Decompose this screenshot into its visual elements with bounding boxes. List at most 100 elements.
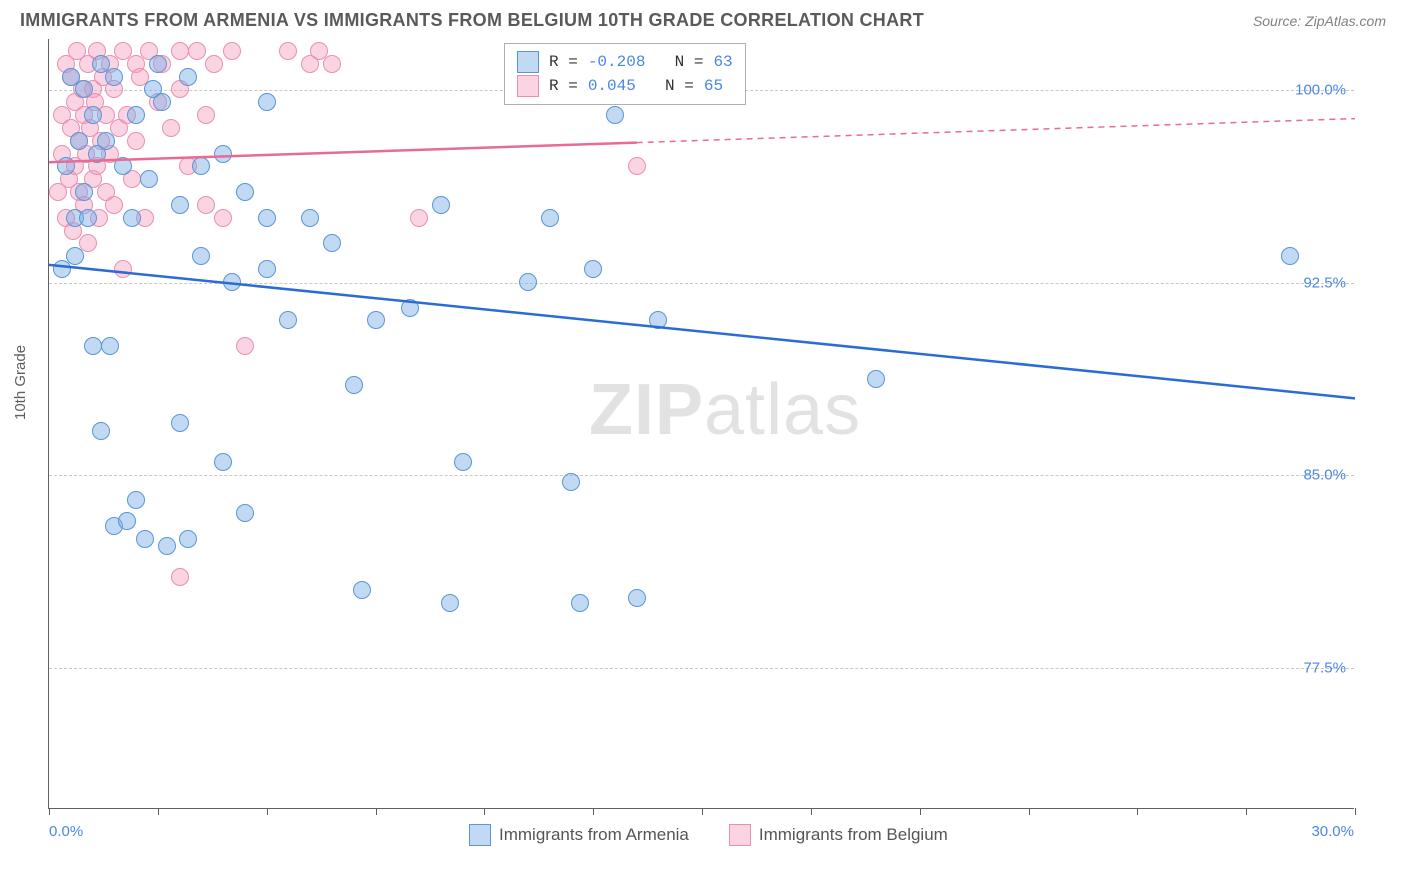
legend-swatch	[517, 75, 539, 97]
data-point	[541, 209, 559, 227]
data-point	[214, 209, 232, 227]
data-point	[84, 106, 102, 124]
data-point	[1281, 247, 1299, 265]
data-point	[223, 42, 241, 60]
x-tick	[1029, 808, 1030, 815]
stat-n-value: 63	[713, 50, 732, 74]
data-point	[70, 132, 88, 150]
data-point	[279, 42, 297, 60]
data-point	[562, 473, 580, 491]
data-point	[606, 106, 624, 124]
data-point	[140, 170, 158, 188]
scatter-plot: 77.5% 85.0% 92.5% 100.0% ZIPatlas R = -0.208 …	[48, 39, 1354, 809]
data-point	[197, 196, 215, 214]
data-point	[149, 55, 167, 73]
legend-item: Immigrants from Belgium	[729, 824, 948, 846]
data-point	[179, 530, 197, 548]
x-tick	[811, 808, 812, 815]
data-point	[323, 55, 341, 73]
data-point	[118, 512, 136, 530]
stat-r-value: -0.208	[588, 50, 646, 74]
legend-label: Immigrants from Armenia	[499, 825, 689, 845]
data-point	[75, 80, 93, 98]
data-point	[114, 260, 132, 278]
data-point	[519, 273, 537, 291]
data-point	[410, 209, 428, 227]
data-point	[628, 589, 646, 607]
data-point	[258, 209, 276, 227]
watermark: ZIPatlas	[589, 369, 861, 451]
data-point	[192, 247, 210, 265]
legend-label: Immigrants from Belgium	[759, 825, 948, 845]
stat-r-label: R =	[549, 50, 578, 74]
data-point	[171, 42, 189, 60]
data-point	[223, 273, 241, 291]
data-point	[97, 132, 115, 150]
data-point	[367, 311, 385, 329]
legend-item: Immigrants from Armenia	[469, 824, 689, 846]
legend-swatch	[469, 824, 491, 846]
legend-swatch	[517, 51, 539, 73]
bottom-legend: Immigrants from Armenia Immigrants from B…	[469, 824, 948, 846]
stat-r-value: 0.045	[588, 74, 636, 98]
data-point	[432, 196, 450, 214]
data-point	[105, 196, 123, 214]
data-point	[127, 132, 145, 150]
gridline	[49, 668, 1354, 669]
data-point	[179, 68, 197, 86]
y-tick-label: 100.0%	[1295, 82, 1346, 99]
data-point	[192, 157, 210, 175]
data-point	[158, 537, 176, 555]
data-point	[454, 453, 472, 471]
stat-n-value: 65	[704, 74, 723, 98]
x-tick	[376, 808, 377, 815]
chart-title: IMMIGRANTS FROM ARMENIA VS IMMIGRANTS FR…	[20, 10, 924, 31]
x-tick	[593, 808, 594, 815]
gridline	[49, 475, 1354, 476]
y-tick-label: 85.0%	[1303, 467, 1346, 484]
stat-n-label: N =	[655, 50, 703, 74]
data-point	[197, 106, 215, 124]
data-point	[236, 504, 254, 522]
data-point	[323, 234, 341, 252]
data-point	[345, 376, 363, 394]
stat-r-label: R =	[549, 74, 578, 98]
x-tick	[1355, 808, 1356, 815]
stats-row: R = -0.208 N = 63	[517, 50, 733, 74]
data-point	[171, 414, 189, 432]
data-point	[123, 209, 141, 227]
data-point	[214, 453, 232, 471]
data-point	[353, 581, 371, 599]
data-point	[114, 157, 132, 175]
y-axis-label: 10th Grade	[12, 345, 29, 420]
data-point	[75, 183, 93, 201]
x-tick	[484, 808, 485, 815]
data-point	[236, 183, 254, 201]
data-point	[214, 145, 232, 163]
source-label: Source: ZipAtlas.com	[1253, 13, 1386, 29]
data-point	[279, 311, 297, 329]
data-point	[171, 568, 189, 586]
gridline	[49, 283, 1354, 284]
data-point	[571, 594, 589, 612]
data-point	[649, 311, 667, 329]
data-point	[153, 93, 171, 111]
data-point	[105, 68, 123, 86]
data-point	[136, 530, 154, 548]
data-point	[188, 42, 206, 60]
x-min-label: 0.0%	[49, 823, 83, 840]
data-point	[127, 491, 145, 509]
stat-n-label: N =	[646, 74, 694, 98]
y-tick-label: 92.5%	[1303, 274, 1346, 291]
data-point	[79, 209, 97, 227]
data-point	[205, 55, 223, 73]
data-point	[84, 337, 102, 355]
y-tick-label: 77.5%	[1303, 659, 1346, 676]
trend-lines	[49, 39, 1355, 809]
x-tick	[49, 808, 50, 815]
x-tick	[702, 808, 703, 815]
data-point	[57, 157, 75, 175]
data-point	[236, 337, 254, 355]
data-point	[301, 209, 319, 227]
legend-swatch	[729, 824, 751, 846]
